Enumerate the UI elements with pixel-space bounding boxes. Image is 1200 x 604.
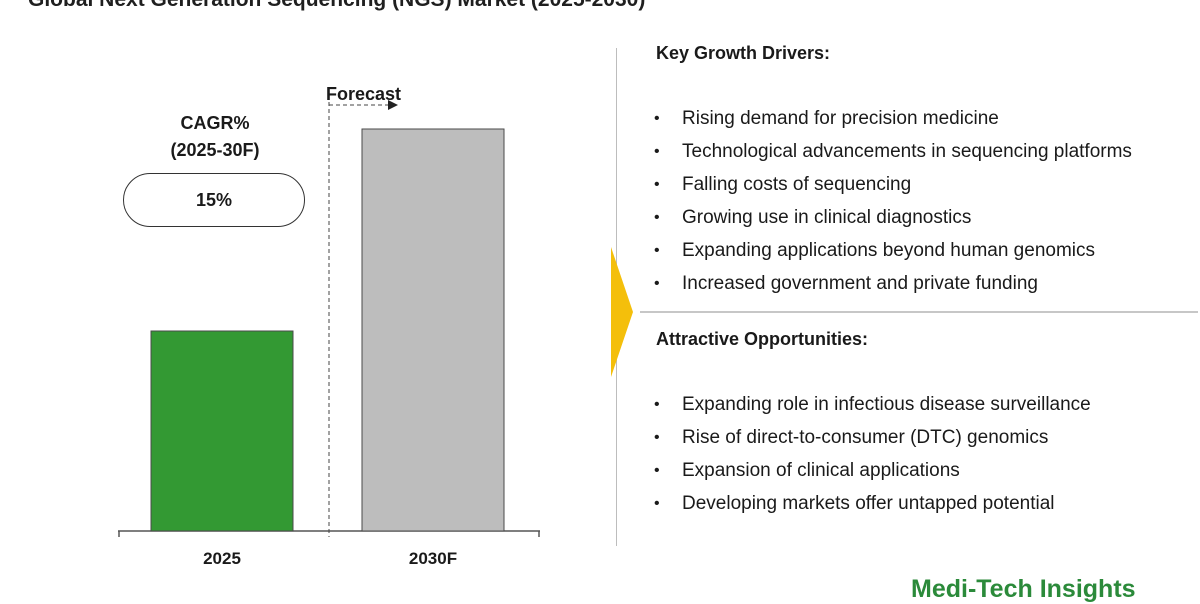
opportunity-item: Developing markets offer untapped potent… [654, 490, 1194, 523]
attractive-opportunities-list: Expanding role in infectious disease sur… [654, 391, 1194, 523]
forecast-label: Forecast [326, 84, 401, 104]
logo: Medi-Tech Insights [911, 575, 1136, 603]
market-bar-chart: Forecast 2025 2030F [118, 84, 540, 568]
horizontal-divider [640, 311, 1198, 313]
chart-title: Global Next Generation Sequencing (NGS) … [28, 0, 645, 12]
x-tick-label-2025: 2025 [203, 549, 241, 568]
x-tick-label-2030F: 2030F [409, 549, 457, 568]
driver-item: Increased government and private funding [654, 270, 1194, 303]
cagr-title-line1: CAGR% [180, 113, 250, 133]
cagr-title-line2: (2025-30F) [170, 140, 260, 160]
bar-2030F [361, 128, 505, 532]
cagr-value-pill: 15% [123, 173, 305, 227]
driver-item: Expanding applications beyond human geno… [654, 237, 1194, 270]
key-growth-drivers-list: Rising demand for precision medicine Tec… [654, 105, 1194, 303]
cagr-value: 15% [195, 189, 233, 210]
driver-item: Technological advancements in sequencing… [654, 138, 1194, 171]
driver-item: Falling costs of sequencing [654, 171, 1194, 204]
key-growth-drivers-heading: Key Growth Drivers: [656, 43, 831, 63]
attractive-opportunities-heading: Attractive Opportunities: [656, 329, 869, 349]
opportunity-item: Expanding role in infectious disease sur… [654, 391, 1194, 424]
bar-2025 [150, 330, 294, 532]
driver-item: Rising demand for precision medicine [654, 105, 1194, 138]
forecast-arrow-head [388, 100, 398, 110]
chevron-right-icon [611, 247, 633, 377]
opportunity-item: Rise of direct-to-consumer (DTC) genomic… [654, 424, 1194, 457]
opportunity-item: Expansion of clinical applications [654, 457, 1194, 490]
driver-item: Growing use in clinical diagnostics [654, 204, 1194, 237]
cagr-title: CAGR% (2025-30F) [110, 110, 320, 164]
